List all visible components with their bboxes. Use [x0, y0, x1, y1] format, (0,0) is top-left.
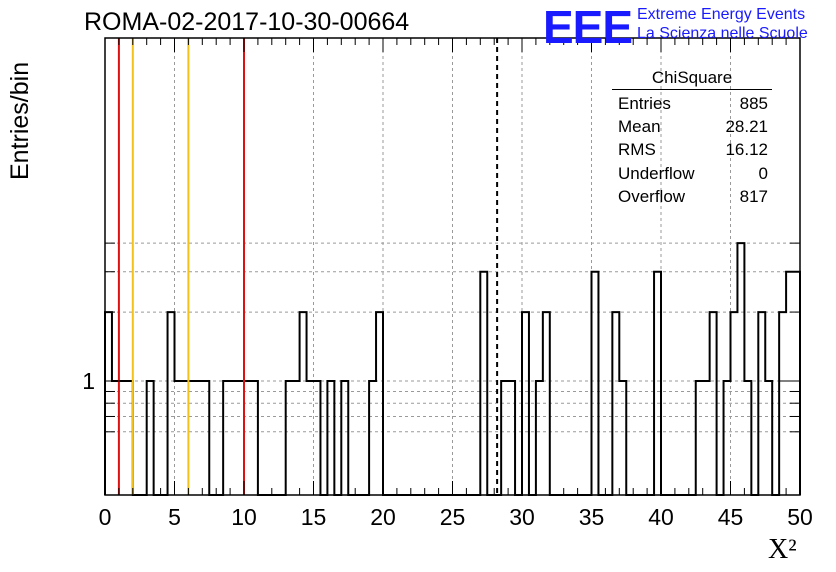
stats-value: 817	[739, 186, 768, 206]
x-axis-label: X²	[768, 534, 797, 565]
x-tick-label: 50	[787, 504, 813, 530]
stats-label: RMS	[618, 140, 656, 160]
y-tick-label: 1	[82, 368, 95, 394]
x-tick-label: 5	[168, 504, 181, 530]
x-tick-label: 30	[509, 504, 535, 530]
histogram-series	[104, 242, 801, 496]
x-tick-label: 40	[648, 504, 674, 530]
stats-box: ChiSquare Entries 885 Mean 28.21 RMS 16.…	[612, 68, 772, 208]
stats-row-overflow: Overflow 817	[612, 185, 772, 208]
stats-row-entries: Entries 885	[612, 92, 772, 115]
x-tick-label: 15	[301, 504, 327, 530]
x-tick-label: 10	[231, 504, 257, 530]
stats-row-underflow: Underflow 0	[612, 162, 772, 185]
stats-row-mean: Mean 28.21	[612, 115, 772, 138]
stats-label: Entries	[618, 94, 671, 113]
logo-line-1: Extreme Energy Events	[637, 6, 806, 23]
stats-value: 885	[739, 94, 768, 113]
stats-name: ChiSquare	[612, 68, 772, 90]
x-tick-label: 35	[579, 504, 605, 530]
stats-value: 28.21	[725, 117, 768, 137]
x-tick-label: 0	[99, 504, 112, 530]
x-tick-label: 20	[370, 504, 396, 530]
y-axis-label: Entries/bin	[6, 61, 34, 180]
logo-line-2: La Scienza nelle Scuole	[637, 25, 808, 42]
stats-row-rms: RMS 16.12	[612, 138, 772, 161]
stats-value: 16.12	[725, 140, 768, 160]
plot-title: ROMA-02-2017-10-30-00664	[84, 8, 410, 36]
stats-label: Underflow	[618, 163, 695, 183]
eee-logo: EEE	[543, 1, 633, 53]
x-tick-label: 25	[440, 504, 466, 530]
stats-label: Overflow	[618, 186, 686, 206]
x-tick-label: 45	[718, 504, 744, 530]
stats-label: Mean	[618, 117, 661, 137]
stats-value: 0	[758, 163, 768, 183]
